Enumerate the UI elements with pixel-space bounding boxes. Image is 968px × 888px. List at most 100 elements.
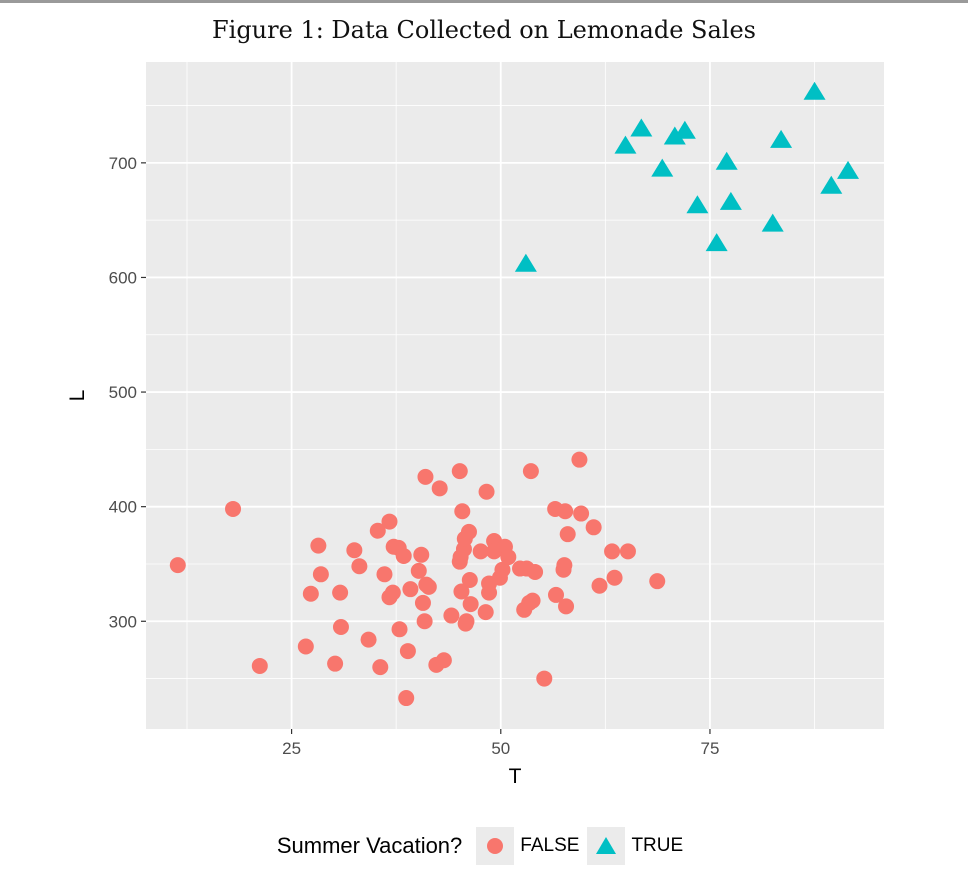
data-point-false (478, 483, 495, 500)
figure-title: Figure 1: Data Collected on Lemonade Sal… (211, 16, 756, 44)
data-point-false (649, 573, 666, 590)
data-point-false (169, 557, 186, 574)
data-point-true (837, 160, 860, 179)
y-tick-label: 500 (109, 383, 137, 402)
data-point-false (556, 557, 573, 574)
data-point-false (391, 621, 408, 638)
legend-triangle-icon (596, 837, 617, 854)
data-point-false (351, 558, 368, 575)
data-point-false (416, 613, 433, 630)
x-axis: 25 50 75 (282, 729, 719, 758)
top-border-line (0, 0, 968, 3)
data-point-true (803, 81, 826, 100)
data-point-false (591, 577, 608, 594)
y-tick-label: 300 (109, 612, 137, 631)
x-tick-label: 50 (491, 739, 510, 758)
data-point-false (451, 463, 468, 480)
data-point-false (494, 561, 511, 578)
data-point-false (472, 543, 489, 560)
data-point-false (458, 613, 475, 630)
data-point-false (346, 542, 363, 559)
data-point-false (558, 598, 575, 615)
data-point-false (376, 566, 393, 583)
data-point-false (420, 578, 437, 595)
data-point-false (417, 468, 434, 485)
data-point-false (461, 572, 478, 589)
data-point-false (332, 619, 349, 636)
data-point-false (251, 657, 268, 674)
data-point-false (414, 594, 431, 611)
y-axis-title: L (66, 390, 89, 402)
data-point-false (585, 519, 602, 536)
data-point-false (571, 451, 588, 468)
data-point-false (413, 546, 430, 563)
data-point-false (522, 463, 539, 480)
data-point-true (770, 129, 793, 148)
legend-circle-icon (487, 838, 504, 854)
legend-title: Summer Vacation? (276, 833, 463, 858)
legend-label-false: FALSE (520, 835, 580, 856)
points-layer (169, 81, 860, 707)
data-point-true (686, 195, 709, 214)
data-point-true (719, 191, 742, 210)
data-point-false (536, 670, 553, 687)
data-point-false (381, 513, 398, 530)
y-tick-label: 700 (109, 154, 137, 173)
data-point-false (606, 569, 623, 586)
data-point-false (360, 631, 377, 648)
data-point-false (398, 690, 415, 707)
data-point-false (402, 581, 419, 598)
x-tick-label: 75 (700, 739, 719, 758)
plot-panel (146, 62, 884, 729)
data-point-true (651, 158, 674, 177)
data-point-false (327, 655, 344, 672)
data-point-true (715, 151, 738, 170)
data-point-false (453, 583, 470, 600)
scatter-chart: 25 50 75 300 400 500 600 700 T L (66, 62, 884, 788)
legend-label-true: TRUE (631, 835, 684, 856)
grid-minor (146, 62, 884, 729)
data-point-false (527, 563, 544, 580)
data-point-true (630, 118, 653, 137)
data-point-false (431, 480, 448, 497)
data-point-false (399, 643, 416, 660)
data-point-true (663, 126, 686, 145)
data-point-false (524, 592, 541, 609)
data-point-false (225, 500, 242, 517)
data-point-false (372, 659, 389, 676)
grid-major (146, 62, 884, 729)
data-point-true (705, 233, 728, 252)
data-point-true (820, 175, 843, 194)
data-point-false (548, 586, 564, 603)
data-point-true (514, 253, 537, 272)
data-point-false (559, 526, 576, 543)
data-point-false (462, 596, 479, 613)
data-point-false (460, 523, 477, 540)
data-point-false (443, 607, 460, 624)
data-point-false (500, 549, 517, 566)
data-point-false (384, 584, 401, 601)
y-tick-label: 600 (109, 268, 137, 287)
data-point-false (557, 503, 574, 520)
data-point-true (761, 213, 784, 232)
data-point-false (369, 522, 386, 539)
legend-key-false (476, 827, 515, 865)
x-tick-label: 25 (282, 739, 301, 758)
data-point-false (481, 584, 498, 601)
data-point-false (573, 505, 590, 522)
data-point-false (395, 547, 412, 564)
legend-key-true (587, 827, 626, 865)
y-tick-label: 400 (109, 498, 137, 517)
data-point-false (310, 537, 327, 554)
data-point-false (410, 562, 427, 579)
data-point-false (302, 585, 319, 602)
data-point-false (454, 503, 471, 520)
data-point-false (477, 604, 494, 621)
legend: Summer Vacation? FALSE TRUE (0, 826, 968, 866)
data-point-false (332, 584, 349, 601)
x-axis-title: T (509, 765, 522, 788)
y-axis: 300 400 500 600 700 (109, 154, 146, 631)
data-point-false (604, 543, 621, 560)
data-point-false (619, 543, 636, 560)
data-point-true (614, 135, 637, 154)
